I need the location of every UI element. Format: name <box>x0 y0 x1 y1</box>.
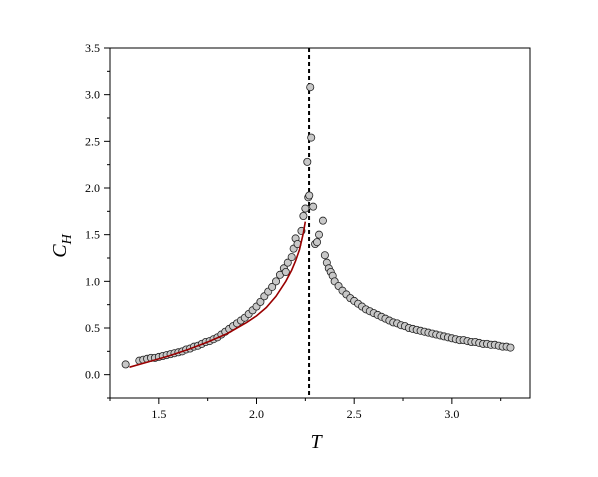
data-point <box>318 216 327 225</box>
data-point <box>315 230 324 239</box>
data-point <box>506 343 515 352</box>
data-point <box>121 360 130 369</box>
y-tick-label: 2.0 <box>85 181 100 195</box>
data-point <box>307 133 316 142</box>
y-axis-title-sub: H <box>60 233 75 245</box>
data-point <box>287 253 296 262</box>
data-point <box>268 282 277 291</box>
data-point <box>306 83 315 92</box>
data-point <box>299 211 308 220</box>
data-point <box>313 238 322 247</box>
x-tick-label: 3.0 <box>444 407 459 421</box>
y-axis: 0.0 0.5 1.0 1.5 2.0 2.5 3.0 3.5 <box>85 41 110 399</box>
data-point <box>320 251 329 260</box>
y-tick-label: 2.5 <box>85 134 100 148</box>
y-tick-label: 1.0 <box>85 274 100 288</box>
data-point <box>272 277 281 286</box>
svg-text:CH: CH <box>49 233 75 257</box>
y-tick-label: 3.5 <box>85 41 100 55</box>
data-point <box>283 258 292 267</box>
y-tick-label: 3.0 <box>85 88 100 102</box>
y-tick-label: 0.0 <box>85 368 100 382</box>
x-tick-label: 2.5 <box>347 407 362 421</box>
y-tick-label: 0.5 <box>85 321 100 335</box>
fit-curve-group <box>129 221 307 368</box>
data-point <box>281 267 290 276</box>
x-tick-label: 2.0 <box>249 407 264 421</box>
data-point <box>256 297 265 306</box>
x-tick-label: 1.5 <box>151 407 166 421</box>
data-point <box>309 202 318 211</box>
x-axis: 1.5 2.0 2.5 3.0 <box>109 398 502 421</box>
data-point <box>305 191 314 200</box>
fit-curve <box>129 221 307 368</box>
y-axis-title-main: C <box>49 244 71 258</box>
plot-border <box>109 47 531 399</box>
data-point <box>301 204 310 213</box>
plot-frame <box>109 47 531 399</box>
data-point <box>303 157 312 166</box>
data-points <box>121 83 515 369</box>
y-axis-title: CH <box>49 233 75 257</box>
y-tick-label: 1.5 <box>85 228 100 242</box>
x-axis-title: T <box>310 431 323 453</box>
